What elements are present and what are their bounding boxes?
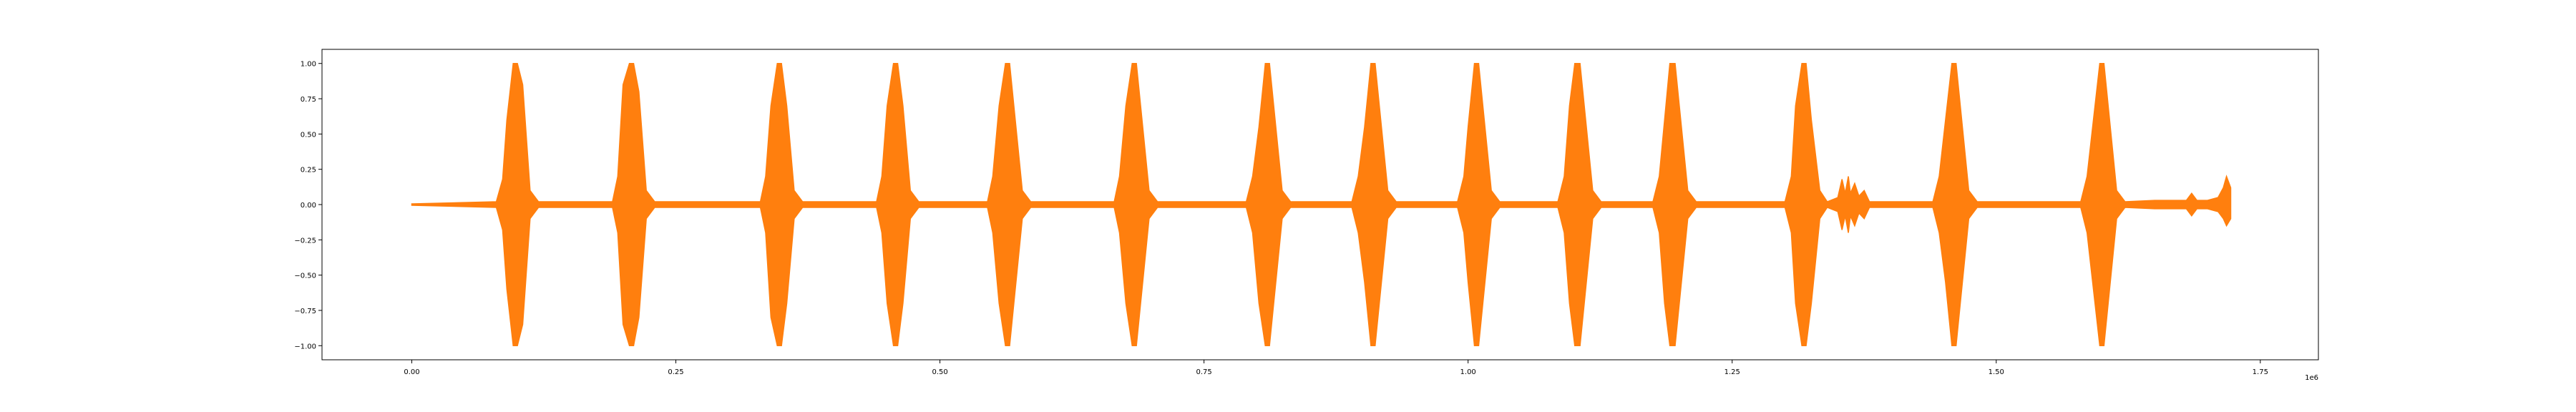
y-tick-label: −0.25 [294,237,316,245]
x-tick-label: 0.50 [932,368,947,376]
y-tick-label: −0.50 [294,273,316,280]
y-tick-label: −0.75 [294,308,316,315]
x-tick-label: 1.25 [1724,368,1740,376]
x-tick-label: 0.00 [404,368,419,376]
x-tick-label: 0.25 [668,368,683,376]
x-axis-offset-label: 1e6 [2305,374,2318,382]
y-tick-label: 0.75 [301,96,316,104]
x-tick-label: 1.00 [1460,368,1476,376]
y-tick-label: 0.00 [301,202,316,210]
y-tick-label: 0.25 [301,167,316,175]
y-tick-label: 1.00 [301,61,316,69]
x-tick-label: 1.75 [2253,368,2268,376]
y-tick-label: −1.00 [294,343,316,350]
x-tick-label: 1.50 [1989,368,2004,376]
x-axis: 0.00 0.25 0.50 0.75 1.00 1.25 1.50 1.75 [404,360,2268,376]
y-axis: −1.00 −0.75 −0.50 −0.25 0.00 0.25 0.50 0.75 1.00 [294,61,322,350]
x-tick-label: 0.75 [1196,368,1211,376]
plot-area [411,62,2232,347]
y-tick-label: 0.50 [301,131,316,139]
